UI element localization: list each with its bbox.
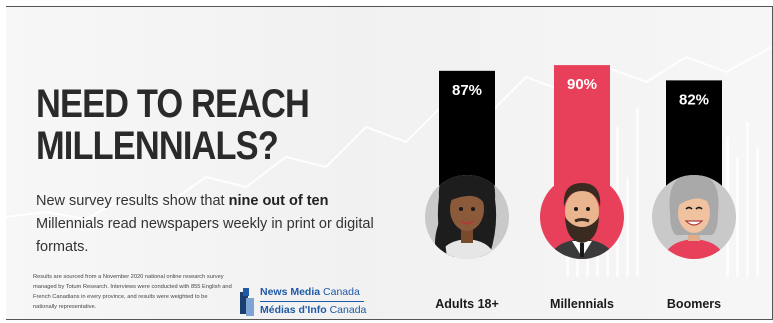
logo-mark-icon: [240, 288, 254, 316]
value-label-millennials: 90%: [567, 76, 597, 93]
logo-divider: [260, 301, 364, 302]
value-label-adults-18: 87%: [452, 82, 482, 99]
headline-line-1: NEED TO REACH: [36, 82, 310, 126]
logo-english-name: News Media Canada: [260, 286, 360, 298]
bar-chart: 87% Adults 18+ 90% Millennials 82% Boomers: [425, 65, 736, 311]
summary-text-end: Millennials read newspapers weekly in pr…: [36, 216, 374, 255]
infographic-frame: NEED TO REACH MILLENNIALS? New survey re…: [6, 6, 773, 320]
grey-haired-woman-avatar-icon: [652, 175, 736, 259]
category-label-adults-18: Adults 18+: [435, 297, 499, 311]
category-label-boomers: Boomers: [667, 297, 721, 311]
methodology-footnote: Results are sourced from a November 2020…: [33, 274, 232, 310]
summary-text-start: New survey results show that: [36, 193, 229, 209]
page-title: NEED TO REACH MILLENNIALS?: [36, 82, 310, 168]
category-label-millennials: Millennials: [550, 297, 614, 311]
value-label-boomers: 82%: [679, 91, 709, 108]
bearded-man-avatar-icon: [540, 175, 624, 259]
logo-french-name: Médias d'Info Canada: [260, 304, 367, 316]
headline-line-2: MILLENNIALS?: [36, 124, 279, 168]
news-media-canada-logo: News Media Canada Médias d'Info Canada: [240, 286, 370, 319]
survey-summary: New survey results show that nine out of…: [36, 190, 396, 259]
summary-highlight: nine out of ten: [228, 193, 329, 209]
woman-avatar-icon: [425, 175, 509, 259]
